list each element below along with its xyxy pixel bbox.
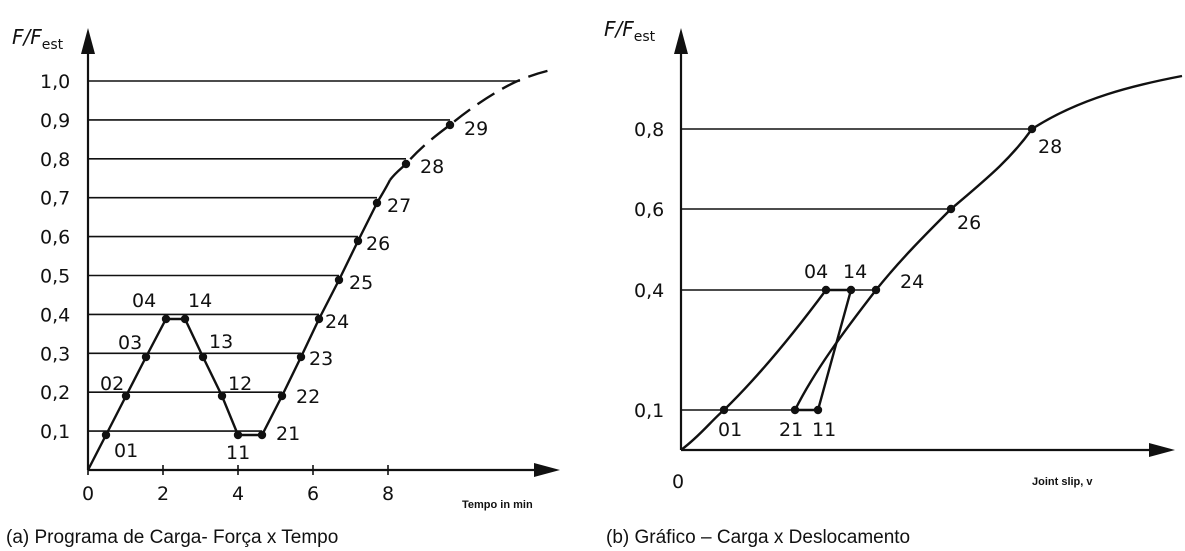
chart-b-y-axis-arrow: [674, 28, 688, 54]
chart-a-point: [121, 391, 131, 401]
chart-a-point-label: 13: [209, 331, 233, 353]
chart-b-point-label: 24: [900, 271, 924, 293]
chart-a-load-path: [86, 202, 379, 471]
chart-b-envelope-curve: [680, 74, 1183, 451]
chart-a-y-tick-labels: 0,1 0,2 0,3 0,4 0,5 0,6 0,7 0,8 0,9 1,0: [40, 71, 70, 443]
chart-b-point-label: 14: [843, 261, 867, 283]
chart-a-x-axis-label: Tempo in min: [462, 499, 533, 511]
chart-a-point: [198, 352, 208, 362]
chart-b: F/Fest Joint slip, v 0 0,1 0,4 0,6 0,8 01 04…: [604, 17, 1183, 548]
chart-b-point-label: 28: [1038, 136, 1062, 158]
chart-a-y-tick-label: 0,7: [40, 188, 70, 210]
chart-a-y-axis-arrow: [81, 28, 95, 54]
chart-b-point: [1027, 124, 1037, 134]
chart-a-gridlines: [88, 80, 520, 432]
chart-a-point: [353, 236, 363, 246]
chart-a-y-tick-label: 0,2: [40, 382, 70, 404]
chart-b-point: [821, 285, 831, 295]
chart-a-y-tick-label: 0,6: [40, 227, 70, 249]
chart-b-point-label: 26: [957, 212, 981, 234]
chart-a-point-label: 24: [325, 311, 349, 333]
chart-a-x-tick-label: 8: [382, 483, 394, 505]
chart-a-x-tick-label: 6: [307, 483, 319, 505]
chart-b-y-tick-labels: 0,1 0,4 0,6 0,8: [634, 119, 664, 422]
chart-b-point-label: 04: [804, 261, 828, 283]
chart-a: F/Fest Tempo in min 0,10,20,30,40,50,60,…: [6, 25, 560, 548]
chart-a-point: [233, 430, 243, 440]
chart-b-caption: (b) Gráfico – Carga x Deslocamento: [606, 527, 910, 548]
chart-a-point-label: 12: [228, 373, 252, 395]
chart-a-y-tick-label: 0,9: [40, 110, 70, 132]
chart-a-point-label: 29: [464, 118, 488, 140]
chart-a-point: [217, 391, 227, 401]
chart-a-y-tick-label: 0,3: [40, 343, 70, 365]
chart-a-point-label: 02: [100, 373, 124, 395]
chart-b-origin-label: 0: [672, 471, 684, 493]
chart-a-point: [445, 120, 455, 130]
chart-a-point: [161, 314, 171, 324]
chart-b-point-label: 11: [812, 419, 836, 441]
chart-a-point-label: 03: [118, 332, 142, 354]
chart-a-point-label: 25: [349, 272, 373, 294]
chart-a-point: [277, 391, 287, 401]
chart-a-point-label: 23: [309, 348, 333, 370]
chart-a-point-label: 27: [387, 195, 411, 217]
chart-a-point-label: 26: [366, 233, 390, 255]
chart-b-point-label: 01: [718, 419, 742, 441]
chart-b-point: [871, 285, 881, 295]
chart-b-point: [846, 285, 856, 295]
chart-a-point: [401, 159, 411, 169]
chart-a-point: [180, 314, 190, 324]
chart-b-y-tick-label: 0,8: [634, 119, 664, 141]
chart-a-y-axis-label: F/Fest: [12, 25, 64, 53]
chart-a-y-tick-label: 0,1: [40, 421, 70, 443]
chart-a-failure-curve-dashed: [389, 67, 557, 181]
chart-a-point-label: 14: [188, 290, 212, 312]
chart-a-point-label: 22: [296, 386, 320, 408]
chart-b-y-tick-label: 0,1: [634, 400, 664, 422]
chart-a-point: [334, 275, 344, 285]
chart-a-y-tick-label: 0,8: [40, 149, 70, 171]
chart-a-point: [101, 430, 111, 440]
chart-a-point-label: 28: [420, 156, 444, 178]
chart-b-y-axis-label: F/Fest: [604, 17, 656, 45]
chart-b-points: 01 04 14 11 21 24 26 28: [718, 124, 1062, 441]
chart-a-point: [141, 352, 151, 362]
chart-a-x-tick-label: 4: [232, 483, 244, 505]
chart-b-unloading-branch: [795, 288, 853, 412]
chart-a-x-tick-label: 0: [82, 483, 94, 505]
chart-b-y-tick-label: 0,6: [634, 199, 664, 221]
chart-a-point: [257, 430, 267, 440]
chart-a-point: [296, 352, 306, 362]
chart-b-point: [946, 204, 956, 214]
chart-a-y-tick-label: 1,0: [40, 71, 70, 93]
chart-a-x-axis-arrow: [534, 463, 560, 477]
chart-a-x-tick-label: 2: [157, 483, 169, 505]
chart-b-x-axis-arrow: [1149, 443, 1175, 457]
chart-a-y-tick-label: 0,4: [40, 304, 70, 326]
chart-a-y-tick-label: 0,5: [40, 266, 70, 288]
chart-a-caption: (a) Programa de Carga- Força x Tempo: [6, 527, 338, 548]
chart-a-point-label: 21: [276, 423, 300, 445]
chart-b-point: [813, 405, 823, 415]
chart-a-point: [372, 198, 382, 208]
chart-b-point: [790, 405, 800, 415]
chart-a-point-label: 04: [132, 290, 156, 312]
chart-a-point-label: 01: [114, 440, 138, 462]
chart-b-point-label: 21: [779, 419, 803, 441]
chart-b-loading-branch: [793, 289, 877, 411]
chart-b-point: [719, 405, 729, 415]
chart-b-x-axis-label: Joint slip, v: [1032, 476, 1093, 488]
chart-a-point: [314, 314, 324, 324]
chart-a-point-label: 11: [226, 442, 250, 464]
chart-b-y-tick-label: 0,4: [634, 280, 664, 302]
